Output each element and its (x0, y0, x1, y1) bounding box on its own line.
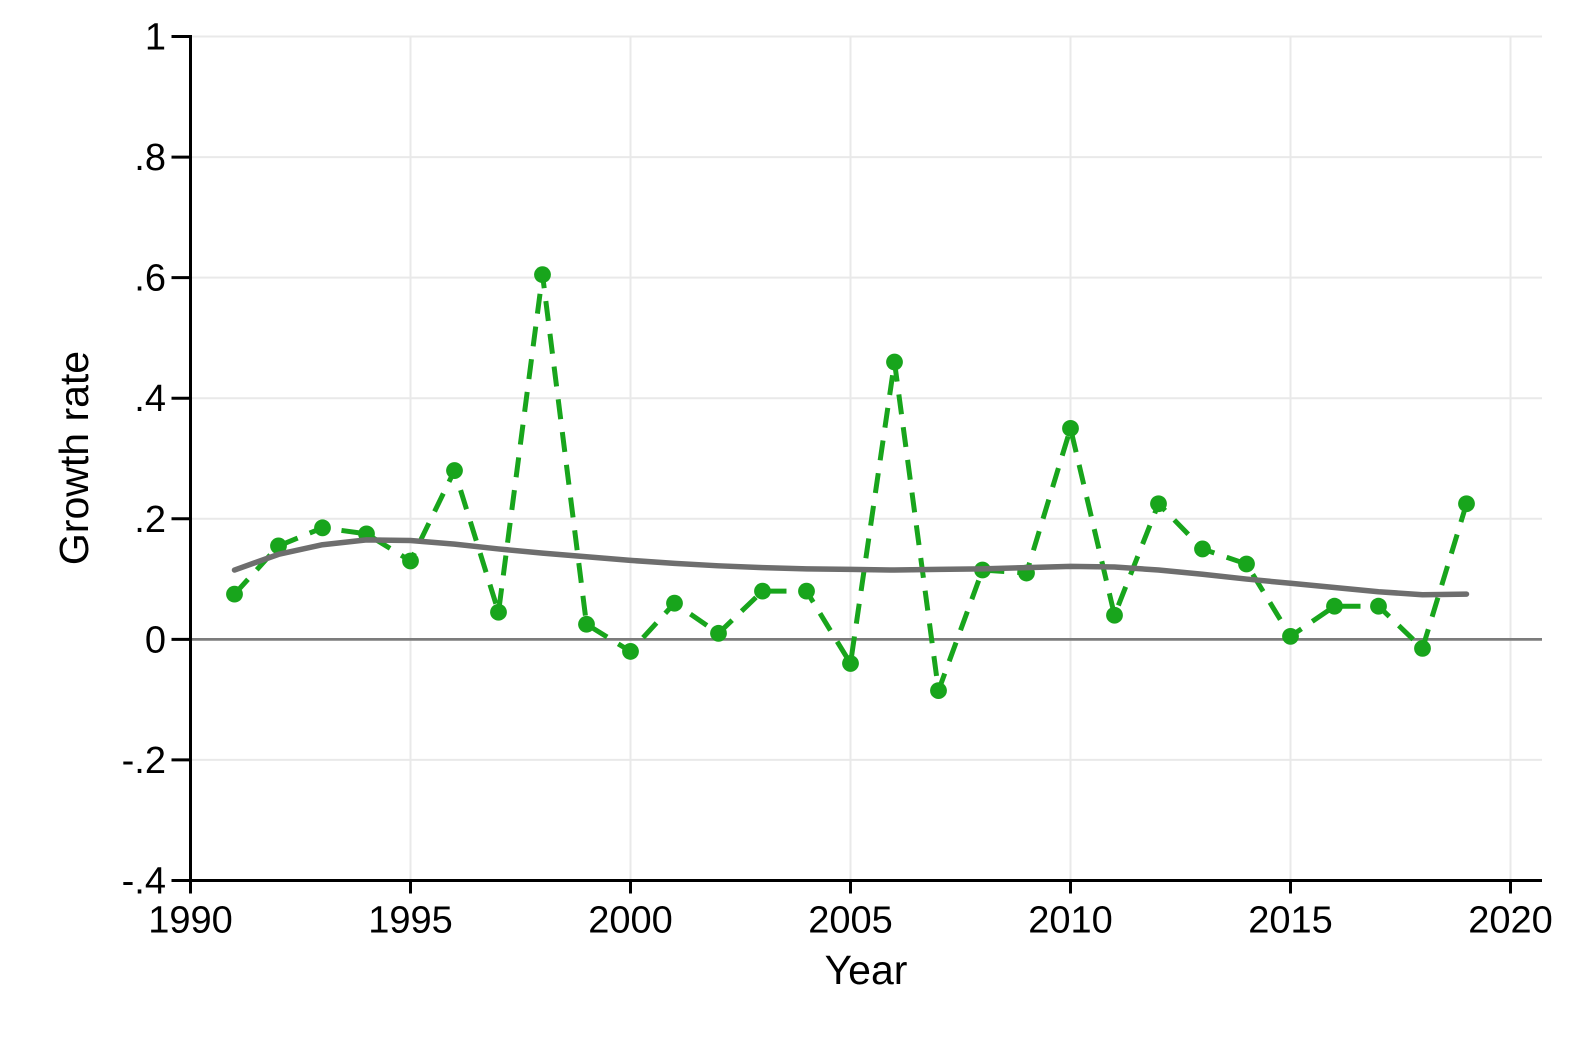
x-tick-label: 1990 (148, 900, 233, 942)
data-point-marker (1106, 606, 1123, 624)
data-point-marker (1326, 597, 1343, 615)
x-tick-labels: 1990 1995 2000 2005 2010 2015 2020 (148, 900, 1553, 942)
x-tick-label: 2010 (1028, 900, 1113, 942)
data-point-marker (534, 266, 551, 284)
data-point-marker (1370, 597, 1387, 615)
growth-rate-series (226, 266, 1475, 699)
data-point-marker (886, 353, 903, 371)
x-tick-label: 2020 (1468, 900, 1553, 942)
y-tick-label: .8 (134, 137, 166, 179)
lowess-curve (231, 537, 1470, 598)
data-point-marker (1458, 495, 1475, 513)
x-tick-label: 2015 (1248, 900, 1333, 942)
x-axis-title: Year (825, 947, 908, 993)
growth-rate-dashed-line (232, 272, 1469, 694)
y-axis-title: Growth rate (51, 351, 97, 565)
y-tick-label: .4 (134, 378, 166, 420)
data-point-marker (666, 594, 683, 612)
data-point-marker (1282, 627, 1299, 645)
data-point-marker (622, 643, 639, 660)
x-tick-label: 1995 (368, 900, 453, 942)
y-tick-label: .6 (134, 258, 166, 300)
data-point-marker (490, 603, 507, 621)
y-tick-labels: 1 .8 .6 .4 .2 0 -.2 -.4 (122, 17, 166, 903)
data-point-marker (1150, 495, 1167, 513)
data-point-marker (270, 537, 287, 555)
data-point-marker (314, 519, 331, 537)
data-point-marker (1238, 555, 1255, 573)
tick-marks (171, 35, 1512, 894)
y-tick-label: -.4 (122, 861, 166, 903)
data-point-marker (798, 582, 815, 600)
y-tick-label: -.2 (122, 740, 166, 782)
y-tick-label: 0 (145, 619, 166, 661)
data-point-marker (930, 682, 947, 699)
lowess-smooth-line (231, 537, 1470, 598)
data-point-marker (578, 615, 595, 633)
data-point-marker (710, 624, 727, 642)
data-point-marker (226, 585, 243, 603)
gridlines (190, 35, 1542, 881)
data-point-marker (446, 462, 463, 479)
y-tick-label: 1 (145, 17, 166, 59)
x-tick-label: 2000 (588, 900, 673, 942)
data-point-marker (402, 552, 419, 570)
data-point-marker (754, 582, 771, 600)
data-point-marker (1062, 419, 1079, 437)
axis-lines (189, 35, 1542, 882)
y-tick-label: .2 (134, 499, 166, 541)
data-point-marker (1194, 540, 1211, 558)
data-point-marker (842, 655, 859, 672)
x-tick-label: 2005 (808, 900, 893, 942)
data-point-marker (1414, 640, 1431, 657)
